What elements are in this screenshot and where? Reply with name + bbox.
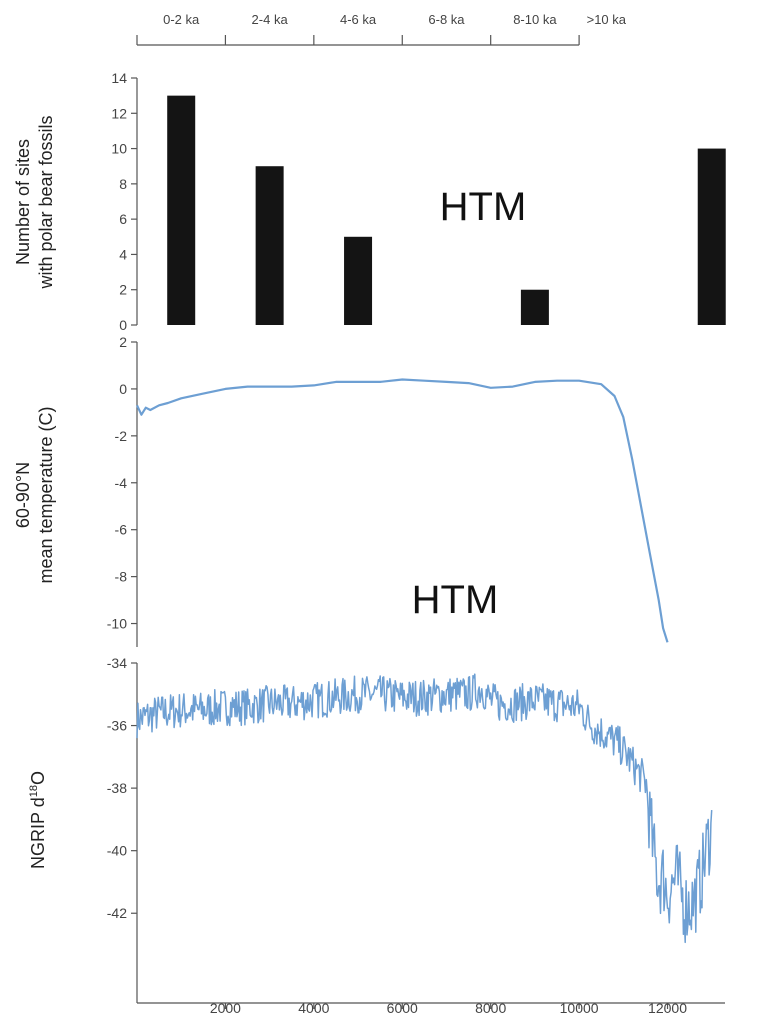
ngrip-series-line [136, 673, 713, 944]
y-tick-label: -4 [115, 475, 128, 491]
y-axis-title-line2: with polar bear fossils [36, 115, 56, 289]
y-axis-title-part2: O [28, 771, 48, 785]
y-tick-label: 12 [111, 105, 127, 121]
y-tick-label: 2 [119, 282, 127, 298]
y-tick-label: 8 [119, 176, 127, 192]
y-tick-label: -2 [115, 428, 128, 444]
y-axis-title: NGRIP d18O [28, 771, 48, 869]
y-tick-label: 0 [119, 381, 127, 397]
ngrip-chart-panel: -34 -36 -38 -40 -42 2000 4000 6000 8000 10000 1200… [28, 655, 725, 1015]
y-axis-title-line1: 60-90°N [13, 462, 33, 528]
period-label: 0-2 ka [163, 12, 200, 27]
y-tick-label: -6 [115, 522, 128, 538]
y-axis-title-line2: mean temperature (C) [36, 406, 56, 583]
y-tick-label: 4 [119, 246, 127, 262]
y-tick-label: 10 [111, 141, 127, 157]
y-tick-label: -36 [107, 718, 127, 734]
x-tick-label: 8000 [475, 1000, 506, 1015]
y-tick-label: -10 [107, 616, 127, 632]
x-tick-label: 10000 [560, 1000, 599, 1015]
htm-annotation: HTM [412, 578, 499, 622]
y-tick-label: 2 [119, 334, 127, 350]
bar-2-4 ka [255, 166, 284, 325]
temperature-chart-panel: 2 0 -2 -4 -6 -8 -10 HTM 60-90°N mean temperature … [13, 334, 669, 647]
period-label: 4-6 ka [340, 12, 377, 27]
bar-4-6 ka [344, 236, 373, 325]
period-bar: 0-2 ka 2-4 ka 4-6 ka 6-8 ka 8-10 ka >10 ka [136, 12, 627, 46]
y-tick-label: -40 [107, 843, 127, 859]
x-tick-label: 6000 [387, 1000, 418, 1015]
y-axis-title-part1: NGRIP d [28, 797, 48, 869]
period-label: 8-10 ka [513, 12, 557, 27]
bar-0-2 ka [167, 95, 196, 326]
y-tick-label: -38 [107, 780, 127, 796]
period-label: 2-4 ka [252, 12, 289, 27]
y-tick-label: -42 [107, 905, 127, 921]
y-axis-title-superscript: 18 [28, 785, 40, 797]
y-tick-label: -34 [107, 655, 127, 671]
bar-8-10 ka [520, 289, 549, 325]
bar-chart-panel: 0 2 4 6 8 10 12 14 HTM Number of sites with polar … [13, 70, 726, 333]
x-tick-label: 4000 [298, 1000, 329, 1015]
y-tick-label: 14 [111, 70, 127, 86]
x-tick-label: 2000 [210, 1000, 241, 1015]
period-label: >10 ka [587, 12, 627, 27]
y-tick-label: 0 [119, 317, 127, 333]
y-tick-label: -8 [115, 569, 128, 585]
temperature-series-line [136, 378, 669, 643]
bar->10 ka [697, 148, 726, 325]
period-label: 6-8 ka [428, 12, 465, 27]
x-tick-label: 12000 [648, 1000, 687, 1015]
y-axis-title-line1: Number of sites [13, 139, 33, 265]
y-tick-label: 6 [119, 211, 127, 227]
htm-annotation: HTM [440, 185, 527, 229]
